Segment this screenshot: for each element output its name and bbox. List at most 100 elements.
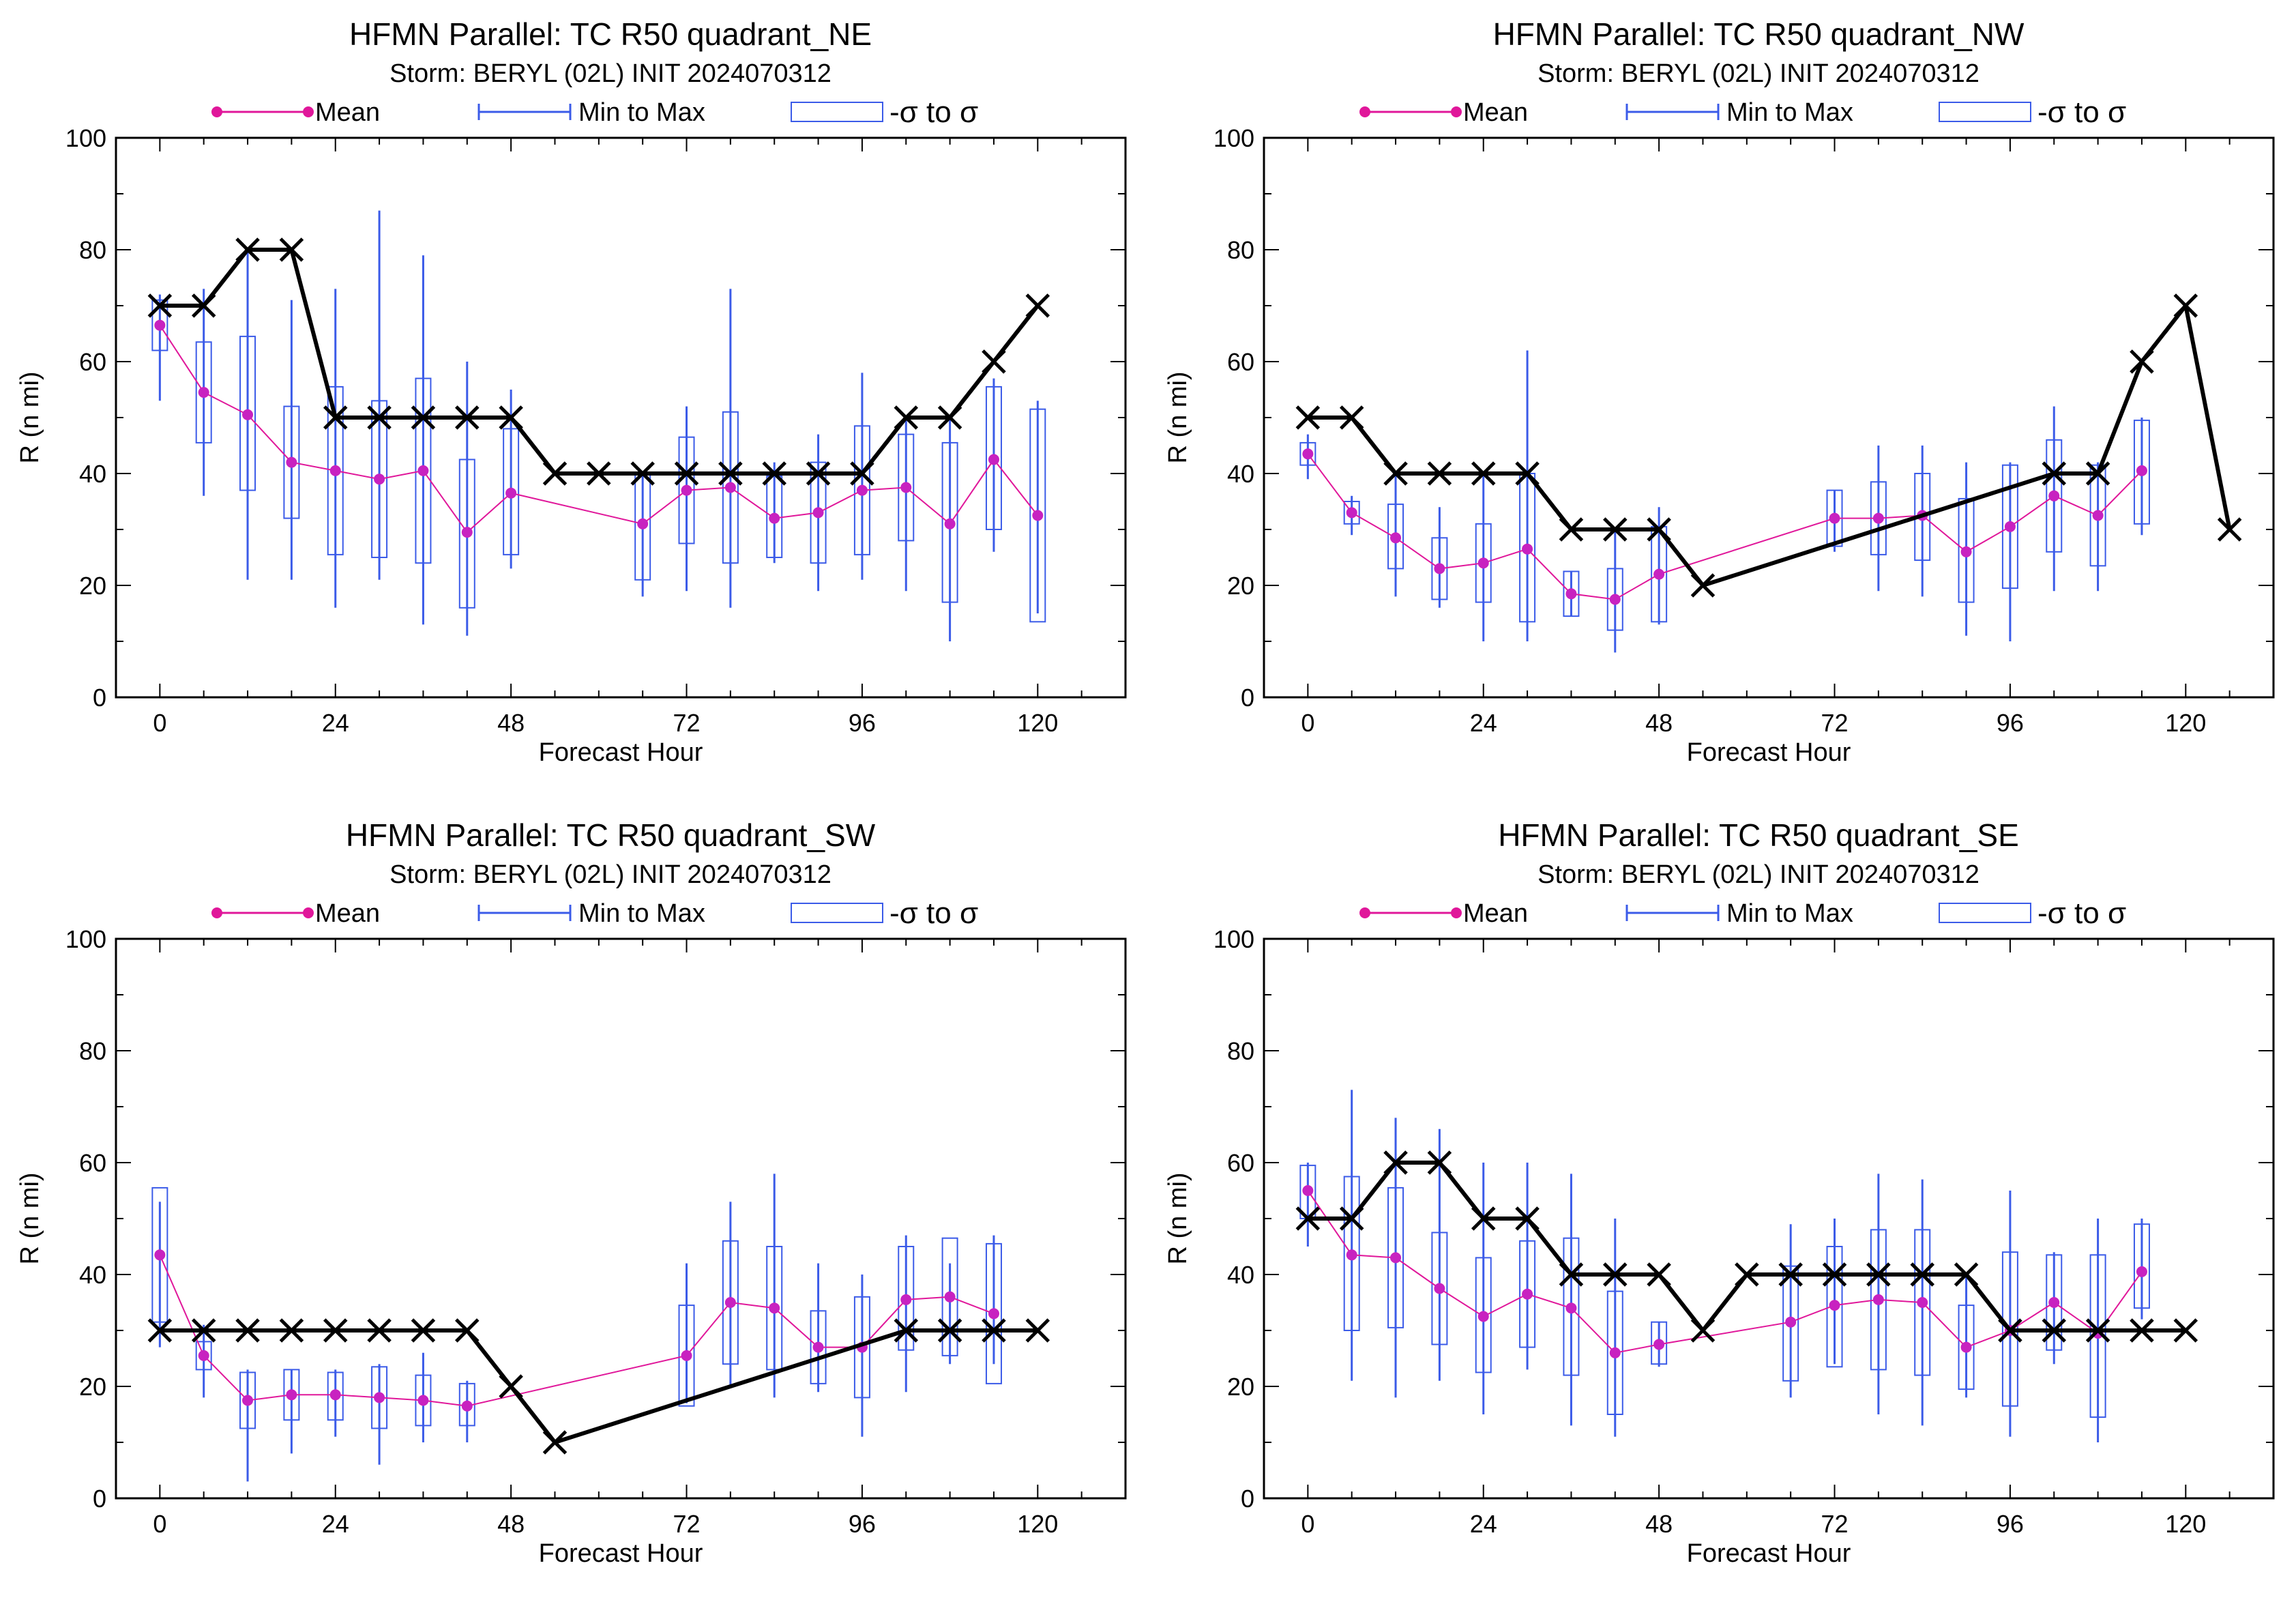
best-track-marker (1954, 1262, 1979, 1287)
chart-panel-2: HFMN Parallel: TC R50 quadrant_NW Storm: … (1164, 16, 2275, 767)
mean-point (1653, 1339, 1665, 1350)
mean-point (769, 512, 780, 524)
mean-point (242, 1395, 254, 1406)
x-axis-label: Forecast Hour (539, 738, 703, 767)
y-tick-label: 40 (1227, 460, 1254, 488)
mean-point (329, 465, 341, 476)
best-track-marker (1295, 405, 1321, 430)
mean-point (198, 1350, 209, 1361)
sigma-box (1606, 568, 1623, 631)
best-track-marker (2173, 1318, 2198, 1343)
sigma-box (1475, 523, 1492, 603)
plot-area (147, 1174, 1050, 1482)
best-track-marker (455, 405, 480, 430)
mean-point (944, 1291, 956, 1302)
best-track-marker (1383, 461, 1408, 486)
best-track-marker (279, 1318, 304, 1343)
best-track-marker (2042, 1318, 2067, 1343)
best-track-marker (1866, 1262, 1891, 1287)
sigma-box (2133, 420, 2150, 525)
best-track-marker (2130, 349, 2154, 374)
mean-point (1434, 1283, 1445, 1294)
sigma-box (327, 385, 344, 555)
legend-range-label: Min to Max (1726, 98, 1853, 127)
sigma-box (1343, 501, 1360, 525)
x-tick-label: 72 (1821, 709, 1848, 737)
best-track-marker (1559, 1262, 1584, 1287)
sigma-box (1563, 1237, 1580, 1376)
y-tick-label: 20 (79, 572, 106, 600)
best-track-marker (147, 293, 173, 318)
mean-point (374, 1392, 385, 1403)
x-tick-label: 96 (1997, 709, 2024, 737)
x-tick-label: 24 (322, 1510, 349, 1538)
chart-subtitle: Storm: BERYL (02L) INIT 2024070312 (389, 59, 831, 88)
mean-point (2004, 521, 2016, 532)
x-tick-label: 120 (2165, 709, 2206, 737)
sigma-box (1343, 1176, 1360, 1331)
mean-point (1829, 512, 1840, 524)
mean-point (944, 518, 956, 529)
best-track-marker (1910, 1262, 1934, 1287)
best-track-marker (235, 1318, 260, 1343)
mean-point (1872, 1294, 1884, 1305)
x-tick-label: 120 (2165, 1510, 2206, 1538)
best-track-marker (674, 461, 699, 486)
y-tick-label: 40 (79, 460, 106, 488)
sigma-box (1958, 1305, 1975, 1390)
y-tick-label: 40 (1227, 1261, 1254, 1289)
mean-line (159, 1254, 995, 1407)
y-tick-label: 100 (65, 124, 106, 152)
sigma-box (766, 1246, 783, 1371)
mean-point (1565, 1302, 1577, 1314)
y-tick-label: 100 (1213, 925, 1254, 953)
x-tick-label: 96 (1997, 1510, 2024, 1538)
legend-range-label: Min to Max (1726, 899, 1853, 928)
y-tick-label: 60 (79, 348, 106, 376)
mean-point (1609, 594, 1621, 605)
best-track-marker (2217, 517, 2242, 542)
legend-sigma-box (791, 903, 883, 923)
best-track-marker (1025, 1318, 1050, 1343)
mean-point (1390, 1252, 1402, 1264)
sigma-box (2089, 464, 2106, 567)
best-track-marker (1690, 573, 1716, 598)
sigma-box (2046, 1254, 2063, 1351)
mean-point (198, 387, 209, 398)
sigma-box (1563, 570, 1580, 617)
mean-point (2092, 510, 2104, 521)
x-tick-label: 96 (849, 709, 876, 737)
legend-mean-marker-start (211, 106, 222, 117)
legend-mean-marker-end (1451, 106, 1462, 117)
x-tick-label: 48 (497, 1510, 525, 1538)
best-track-marker (718, 461, 743, 486)
sigma-box (985, 385, 1002, 531)
mean-point (1960, 1341, 1972, 1353)
best-track-marker (1295, 1206, 1321, 1231)
x-tick-label: 96 (849, 1510, 876, 1538)
mean-point (1302, 1185, 1314, 1196)
y-tick-label: 0 (93, 684, 106, 712)
y-axis-label: R (n mi) (1164, 1172, 1192, 1264)
mean-point (286, 1389, 297, 1401)
best-track-marker (937, 405, 962, 430)
sigma-box (722, 1240, 739, 1365)
y-tick-label: 100 (1213, 124, 1254, 152)
best-track-marker (1515, 461, 1540, 486)
plot-area (147, 210, 1050, 641)
chart-panel-4: HFMN Parallel: TC R50 quadrant_SE Storm: … (1164, 817, 2275, 1568)
legend-mean-label: Mean (1463, 98, 1528, 127)
best-track-marker (411, 1318, 436, 1343)
mean-point (1346, 1249, 1357, 1261)
best-track-marker (806, 461, 831, 486)
mean-point (900, 482, 912, 493)
mean-point (374, 474, 385, 485)
y-tick-label: 80 (1227, 236, 1254, 264)
best-track-marker (1603, 1262, 1628, 1287)
best-track-marker (1603, 517, 1628, 542)
sigma-box (503, 428, 520, 555)
best-track-marker (367, 1318, 392, 1343)
best-track-marker (1515, 1206, 1540, 1231)
best-track-marker (1559, 517, 1584, 542)
